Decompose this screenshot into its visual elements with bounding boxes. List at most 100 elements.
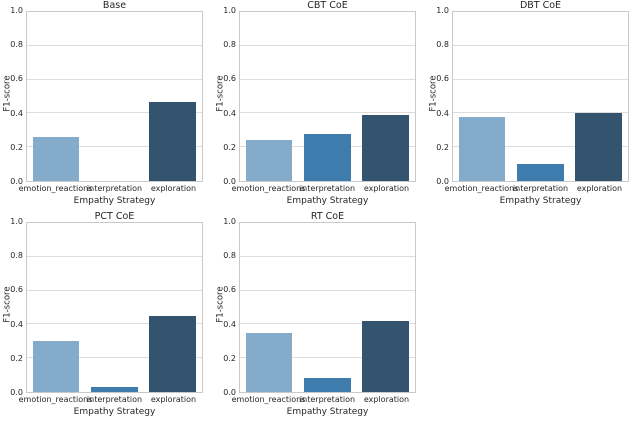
y-tick-label: 0.6 — [223, 74, 236, 84]
x-tick-label: exploration — [363, 395, 410, 404]
y-tick-label: 0.6 — [10, 74, 23, 84]
gridline — [240, 255, 415, 257]
bar-exploration — [149, 315, 197, 392]
y-axis-ticks: 0.0 0.2 0.4 0.6 0.8 1.0 — [213, 217, 236, 397]
chart-title: PCT CoE — [94, 211, 135, 222]
x-tick-label: interpretation — [86, 184, 143, 193]
plot-area — [239, 11, 416, 182]
gridline — [240, 357, 415, 359]
y-tick-label: 0.2 — [10, 142, 23, 152]
gridline — [27, 357, 202, 359]
x-tick-label: exploration — [576, 184, 623, 193]
gridline — [453, 146, 628, 148]
x-tick-label: emotion_reactions — [231, 395, 306, 404]
gridline — [240, 112, 415, 114]
gridline — [27, 78, 202, 80]
y-tick-label: 0.8 — [223, 40, 236, 50]
gridline — [27, 112, 202, 114]
y-tick-label: 0.8 — [223, 251, 236, 261]
y-tick-label: 0.6 — [10, 285, 23, 295]
y-tick-label: 0.2 — [436, 142, 449, 152]
bar-interpretation — [304, 133, 351, 181]
y-tick-label: 0.0 — [10, 388, 23, 397]
plot-area — [26, 11, 203, 182]
bar-interpretation — [517, 164, 564, 181]
x-axis-label: Empathy Strategy — [73, 196, 156, 206]
plot-area — [26, 222, 203, 393]
chart-title: CBT CoE — [307, 0, 348, 11]
y-tick-label: 0.0 — [223, 177, 236, 186]
chart-pct-coe: PCT CoE F1-score 0.0 0.2 0.4 0.6 0.8 1.0 emot… — [0, 211, 213, 422]
y-tick-label: 1.0 — [10, 6, 23, 15]
bar-emotion_reactions — [245, 140, 293, 181]
gridline — [27, 289, 202, 291]
chart-base: Base F1-score 0.0 0.2 0.4 0.6 0.8 1.0 emotion… — [0, 0, 213, 211]
x-tick-label: emotion_reactions — [444, 184, 519, 193]
gridline — [453, 44, 628, 46]
bar-emotion_reactions — [32, 137, 80, 181]
y-axis-ticks: 0.0 0.2 0.4 0.6 0.8 1.0 — [0, 217, 23, 397]
y-tick-label: 0.6 — [223, 285, 236, 295]
y-tick-label: 0.4 — [10, 108, 23, 118]
gridline — [453, 78, 628, 80]
x-tick-label: emotion_reactions — [18, 395, 93, 404]
y-tick-label: 1.0 — [10, 217, 23, 226]
y-tick-label: 1.0 — [223, 217, 236, 226]
y-tick-label: 0.4 — [223, 319, 236, 329]
y-tick-label: 0.0 — [436, 177, 449, 186]
gridline — [240, 289, 415, 291]
y-axis-ticks: 0.0 0.2 0.4 0.6 0.8 1.0 — [0, 6, 23, 186]
gridline — [27, 255, 202, 257]
x-tick-label: emotion_reactions — [231, 184, 306, 193]
y-tick-label: 0.0 — [223, 388, 236, 397]
x-axis-label: Empathy Strategy — [73, 407, 156, 417]
x-tick-label: interpretation — [512, 184, 569, 193]
x-tick-label: interpretation — [299, 184, 356, 193]
y-tick-label: 0.6 — [436, 74, 449, 84]
bar-exploration — [149, 101, 197, 181]
x-tick-label: interpretation — [86, 395, 143, 404]
x-axis-ticks: emotion_reactions interpretation explorati… — [232, 184, 416, 194]
y-tick-label: 0.8 — [436, 40, 449, 50]
y-tick-label: 0.8 — [10, 251, 23, 261]
y-tick-label: 1.0 — [223, 6, 236, 15]
bar-interpretation — [304, 378, 351, 392]
gridline — [240, 44, 415, 46]
y-tick-label: 0.4 — [436, 108, 449, 118]
chart-cbt-coe: CBT CoE F1-score 0.0 0.2 0.4 0.6 0.8 1.0 emot… — [213, 0, 426, 211]
x-axis-label: Empathy Strategy — [286, 407, 369, 417]
y-tick-label: 0.8 — [10, 40, 23, 50]
chart-title: RT CoE — [310, 211, 345, 222]
chart-rt-coe: RT CoE F1-score 0.0 0.2 0.4 0.6 0.8 1.0 emoti… — [213, 211, 426, 422]
gridline — [27, 323, 202, 325]
x-tick-label: exploration — [150, 184, 197, 193]
gridline — [240, 78, 415, 80]
bar-exploration — [362, 321, 410, 392]
x-tick-label: emotion_reactions — [18, 184, 93, 193]
gridline — [453, 112, 628, 114]
x-axis-ticks: emotion_reactions interpretation explorati… — [232, 395, 416, 405]
plot-area — [239, 222, 416, 393]
bar-interpretation — [91, 386, 138, 392]
chart-dbt-coe: DBT CoE F1-score 0.0 0.2 0.4 0.6 0.8 1.0 emot… — [426, 0, 639, 211]
bar-exploration — [575, 113, 623, 181]
x-axis-label: Empathy Strategy — [499, 196, 582, 206]
y-tick-label: 0.2 — [223, 142, 236, 152]
bar-exploration — [362, 115, 410, 181]
bar-emotion_reactions — [32, 341, 80, 392]
gridline — [240, 323, 415, 325]
chart-title: Base — [102, 0, 127, 11]
y-tick-label: 0.0 — [10, 177, 23, 186]
x-axis-ticks: emotion_reactions interpretation explorati… — [19, 184, 203, 194]
x-tick-label: exploration — [150, 395, 197, 404]
y-tick-label: 1.0 — [436, 6, 449, 15]
y-tick-label: 0.2 — [10, 353, 23, 363]
plot-area — [452, 11, 629, 182]
y-axis-ticks: 0.0 0.2 0.4 0.6 0.8 1.0 — [426, 6, 449, 186]
y-tick-label: 0.4 — [10, 319, 23, 329]
x-axis-label: Empathy Strategy — [286, 196, 369, 206]
x-tick-label: exploration — [363, 184, 410, 193]
gridline — [27, 44, 202, 46]
x-axis-ticks: emotion_reactions interpretation explorati… — [19, 395, 203, 405]
